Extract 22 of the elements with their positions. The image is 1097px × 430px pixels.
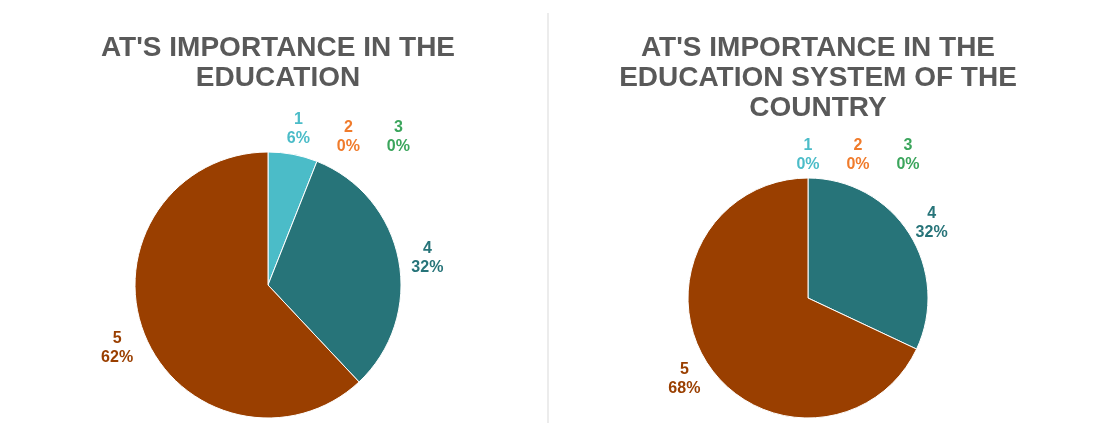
data-label: 32% [411,257,444,275]
category-label: 3 [393,118,403,136]
data-label: 62% [101,347,134,365]
data-label: 32% [915,222,948,240]
category-label: 2 [343,118,353,136]
slice-label: 4 [927,203,937,221]
text: 0% [796,154,820,172]
slice-label: 5 [112,328,122,346]
text: 0% [896,154,920,172]
category-label: 2 [853,135,863,153]
data-label: 6% [286,128,310,146]
slice-label: 4 [422,238,432,256]
category-label: 3 [903,135,913,153]
text: 0% [336,137,360,155]
text: 0% [386,137,410,155]
chart-title: AT'S IMPORTANCE IN THE EDUCATION [100,31,456,92]
category-label: 1 [803,135,813,153]
data-label: 68% [668,379,701,397]
text: 0% [846,154,870,172]
chart-title: AT'S IMPORTANCE IN THE EDUCATION SYSTEM OF THE COUNTRY [619,31,1017,122]
slice-label: 1 [293,109,303,127]
slice-label: 5 [679,360,689,378]
